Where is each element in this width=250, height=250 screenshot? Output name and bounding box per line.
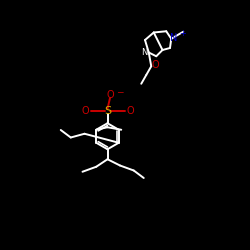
Text: O: O <box>106 90 114 101</box>
Text: O: O <box>126 106 134 116</box>
Text: N: N <box>170 33 177 43</box>
Text: N: N <box>141 48 148 57</box>
Text: S: S <box>104 106 111 116</box>
Text: +: + <box>179 29 186 38</box>
Text: O: O <box>152 60 160 70</box>
Text: −: − <box>116 87 124 96</box>
Text: O: O <box>81 106 89 116</box>
